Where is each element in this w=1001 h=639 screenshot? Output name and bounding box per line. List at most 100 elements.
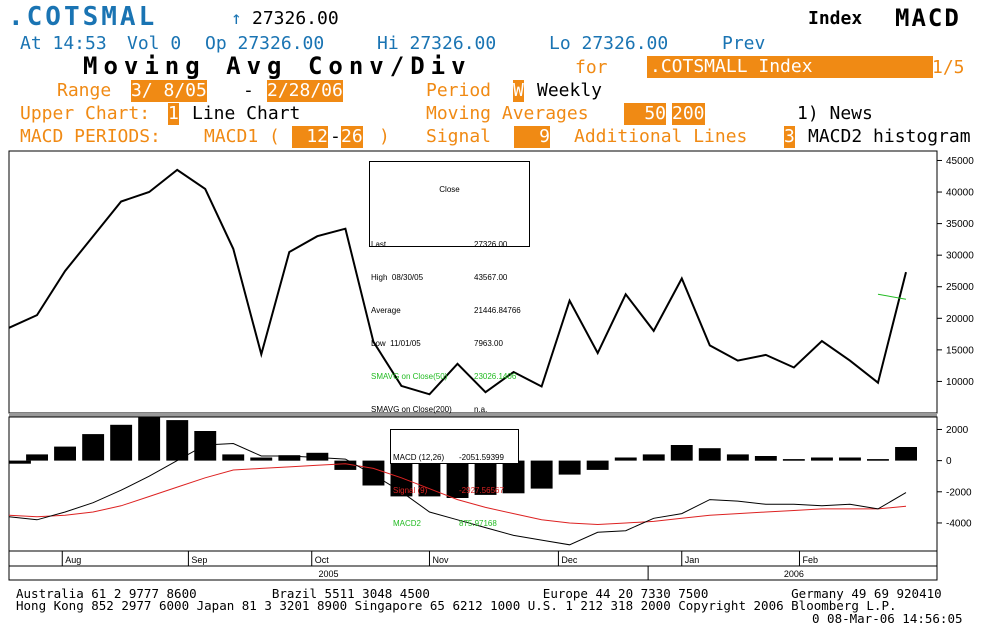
upper-legend-box: Close Last 27326.00 High 08/30/05 43567.00… (369, 161, 530, 414)
y-tick-label: 0 (946, 456, 952, 467)
histogram-bar (278, 455, 301, 461)
news-link[interactable]: 1) News (797, 103, 873, 124)
for-label: for (575, 57, 608, 78)
month-axis-band (8, 550, 938, 567)
histogram-bar (250, 457, 273, 461)
macd-close-paren: ) (379, 126, 390, 147)
additional-lines-code-field[interactable]: 3 (784, 126, 795, 148)
month-label: Oct (315, 555, 330, 565)
index-label: Index (808, 8, 863, 29)
macd-slow-field[interactable]: 26 (341, 126, 363, 148)
sma50-series-line (877, 293, 907, 300)
close-series-line (8, 168, 907, 396)
ticker: .COTSMAL (8, 2, 158, 32)
upper-legend-title: Close (439, 185, 460, 194)
legend-label: MACD (12,26) (393, 453, 445, 462)
lower-y-ticks: 2000 0 -2000 -4000 (937, 425, 972, 529)
histogram-bar (586, 460, 609, 470)
legend-value: 23026.1406 (474, 372, 517, 381)
legend-label: Low 11/01/05 (371, 339, 421, 348)
y-tick-label: 45000 (946, 156, 974, 167)
lower-legend-box: MACD (12,26) -2051.59399 Signal (9) -2927.… (390, 429, 519, 528)
year-label: 2006 (784, 569, 804, 579)
y-tick-label: -2000 (946, 487, 972, 498)
legend-label: Signal (9) (393, 486, 428, 495)
legend-value: 875.97168 (459, 519, 497, 528)
last-price: 27326.00 (252, 8, 339, 29)
month-label: Dec (561, 555, 578, 565)
legend-row-average: Average 21446.84766 (371, 305, 529, 316)
histogram-bar (446, 460, 469, 498)
legend-row-low: Low 11/01/05 7963.00 (371, 338, 529, 349)
upper-chart-code-field[interactable]: 1 (168, 103, 179, 125)
page-title: Moving Avg Conv/Div (83, 52, 472, 80)
macd-periods-label: MACD PERIODS: (20, 126, 161, 147)
histogram-bar (362, 460, 385, 486)
y-tick-label: -4000 (946, 518, 972, 529)
range-label: Range (57, 80, 112, 101)
additional-lines-value: MACD2 histogram (808, 126, 971, 147)
histogram-bar (839, 457, 861, 461)
histogram-bar (390, 460, 413, 497)
volume-label: Vol 0 (127, 33, 182, 54)
legend-value: 7963.00 (474, 339, 503, 348)
legend-value: 27326.00 (474, 240, 508, 249)
month-labels: Aug Sep Oct Nov Dec Jan Feb (61, 551, 818, 566)
page-indicator: 1/5 (932, 57, 965, 78)
histogram-bar (194, 431, 217, 461)
histogram-bar (558, 460, 581, 475)
histogram-bar (670, 445, 693, 461)
histogram-bar (110, 424, 133, 461)
range-end-field[interactable]: 2/28/06 (267, 80, 343, 102)
histogram-bar (82, 434, 105, 461)
month-label: Sep (191, 555, 207, 565)
y-tick-label: 20000 (946, 314, 974, 325)
y-tick-label: 30000 (946, 251, 974, 262)
signal-field[interactable]: 9 (514, 126, 550, 148)
legend-row-sma200: SMAVG on Close(200) n.a. (371, 404, 529, 415)
histogram-bar (895, 447, 917, 461)
y-tick-label: 40000 (946, 188, 974, 199)
y-tick-label: 2000 (946, 425, 969, 436)
period-code-field[interactable]: W (513, 80, 524, 102)
upper-chart-value: Line Chart (192, 103, 301, 124)
macd1-label: MACD1 ( (204, 126, 280, 147)
histogram-bar (26, 454, 48, 461)
upper-chart-label: Upper Chart: (20, 103, 151, 124)
histogram-bar (754, 456, 777, 461)
histogram-bar (54, 446, 76, 461)
macd-fast-field[interactable]: 12 (292, 126, 328, 148)
histogram-bar (222, 454, 245, 461)
histogram-bar (502, 460, 525, 494)
legend-row-last: Last 27326.00 (371, 239, 529, 250)
histogram-bar (614, 457, 637, 461)
y-tick-label: 35000 (946, 219, 974, 230)
upper-legend-rows: Last 27326.00 High 08/30/05 43567.00 Avera… (370, 217, 529, 437)
month-label: Jan (685, 555, 700, 565)
period-label: Period (426, 80, 492, 101)
ma2-field[interactable]: 200 (672, 103, 705, 125)
histogram-bar (726, 454, 749, 461)
y-tick-label: 15000 (946, 345, 974, 356)
month-label: Aug (65, 555, 81, 565)
security-field[interactable]: .COTSMALL Index (647, 56, 933, 78)
legend-row-high: High 08/30/05 43567.00 (371, 272, 529, 283)
additional-lines-label: Additional Lines (574, 126, 748, 147)
open-label: Op 27326.00 (205, 33, 325, 54)
histogram-bar (306, 452, 329, 461)
histogram-bar (474, 460, 497, 495)
legend-row-sma50: SMAVG on Close(50) 23026.1406 (371, 371, 529, 382)
histogram-bar (811, 457, 833, 461)
range-start-field[interactable]: 3/ 8/05 (131, 80, 207, 102)
legend-value: 21446.84766 (474, 306, 521, 315)
histogram-bar (166, 420, 189, 461)
time-label: At 14:53 (20, 33, 107, 54)
histogram-bar (642, 454, 665, 461)
month-label: Feb (802, 555, 818, 565)
legend-row-macd: MACD (12,26) -2051.59399 (391, 452, 518, 463)
legend-label: SMAVG on Close(200) (371, 405, 452, 414)
month-label: Nov (432, 555, 449, 565)
ma1-field[interactable]: 50 (624, 103, 666, 125)
legend-value: -2051.59399 (459, 453, 504, 462)
legend-value: n.a. (474, 405, 488, 414)
